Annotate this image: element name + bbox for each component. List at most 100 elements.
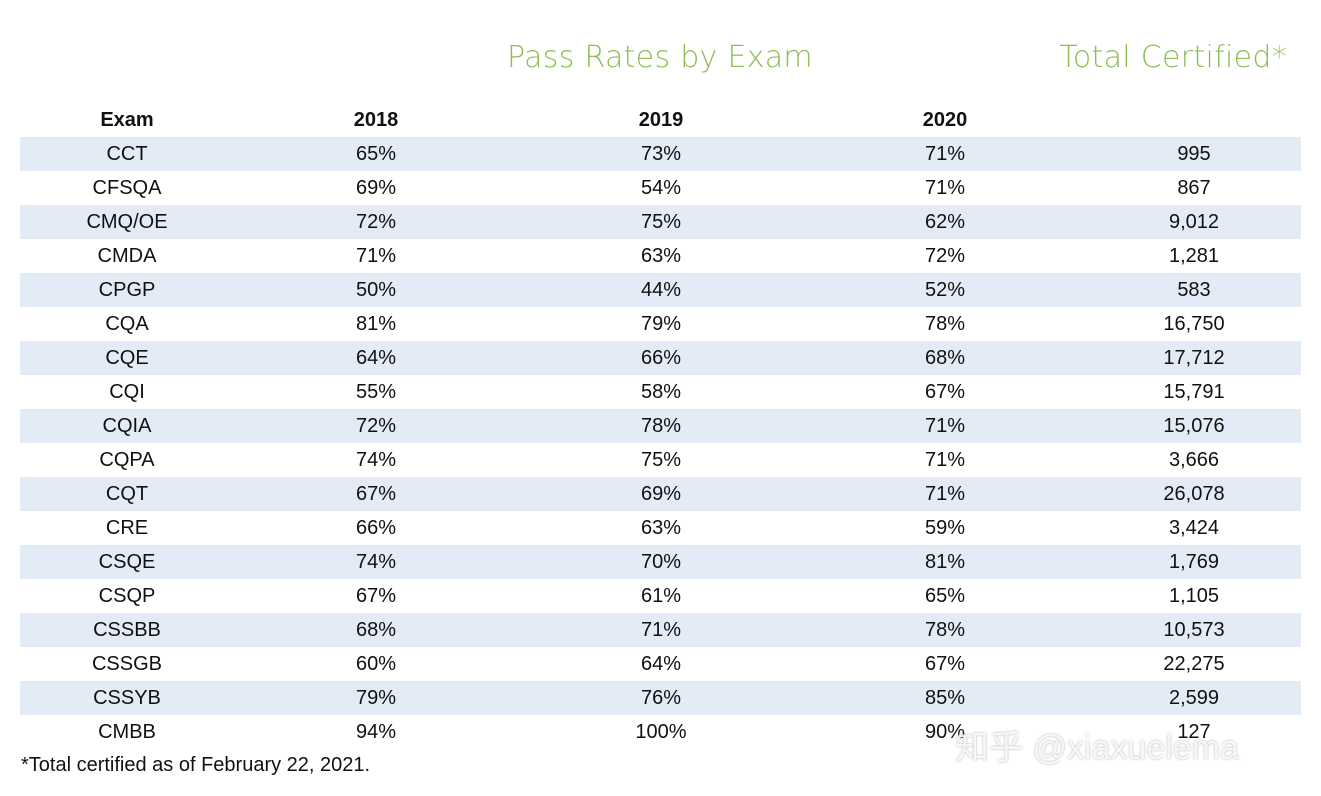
value-cell: 72%: [355, 211, 397, 233]
table-row: CQE 64% 66% 68% 17,712: [20, 341, 1301, 375]
pass-rates-title: Pass Rates by Exam: [507, 40, 813, 75]
value-cell: 74%: [355, 449, 397, 471]
value-cell: 94%: [355, 721, 397, 743]
value-cell: 22,275: [1163, 653, 1225, 675]
value-cell: 1,105: [1168, 585, 1220, 607]
value-cell: 26,078: [1163, 483, 1225, 505]
value-cell: 70%: [640, 551, 682, 573]
exam-cell: CQIA: [102, 415, 152, 437]
value-cell: 71%: [924, 449, 966, 471]
table-row: CMQ/OE 72% 75% 62% 9,012: [20, 205, 1301, 239]
table-row: CSSBB 68% 71% 78% 10,573: [20, 613, 1301, 647]
table-row: CFSQA 69% 54% 71% 867: [20, 171, 1301, 205]
exam-cell: CCT: [106, 143, 148, 165]
table-row: CSSYB 79% 76% 85% 2,599: [20, 681, 1301, 715]
table-row: CSSGB 60% 64% 67% 22,275: [20, 647, 1301, 681]
value-cell: 59%: [924, 517, 966, 539]
value-cell: 3,424: [1168, 517, 1220, 539]
value-cell: 79%: [640, 313, 682, 335]
value-cell: 63%: [640, 245, 682, 267]
value-cell: 61%: [640, 585, 682, 607]
table: Exam 2018 2019 2020 CCT 65% 73% 71% 995 CFSQA 69% 5…: [20, 103, 1301, 749]
total-certified-title: Total Certified*: [1059, 40, 1287, 75]
value-cell: 72%: [924, 245, 966, 267]
exam-cell: CQA: [105, 313, 149, 335]
value-cell: 68%: [924, 347, 966, 369]
value-cell: 15,791: [1163, 381, 1225, 403]
column-header: Exam: [100, 109, 154, 131]
exam-cell: CSSBB: [93, 619, 161, 641]
value-cell: 63%: [640, 517, 682, 539]
value-cell: 78%: [924, 313, 966, 335]
value-cell: 10,573: [1163, 619, 1225, 641]
table-row: CQIA 72% 78% 71% 15,076: [20, 409, 1301, 443]
table-row: CQPA 74% 75% 71% 3,666: [20, 443, 1301, 477]
value-cell: 71%: [924, 143, 966, 165]
value-cell: 67%: [355, 483, 397, 505]
exam-cell: CMDA: [97, 245, 157, 267]
value-cell: 66%: [640, 347, 682, 369]
value-cell: 60%: [355, 653, 397, 675]
exam-cell: CQT: [105, 483, 149, 505]
table-row: CPGP 50% 44% 52% 583: [20, 273, 1301, 307]
table-row: CCT 65% 73% 71% 995: [20, 137, 1301, 171]
value-cell: 64%: [355, 347, 397, 369]
exam-cell: CMQ/OE: [86, 211, 168, 233]
value-cell: 44%: [640, 279, 682, 301]
table-row: CSQE 74% 70% 81% 1,769: [20, 545, 1301, 579]
table-row: CMBB 94% 100% 90% 127: [20, 715, 1301, 749]
exam-cell: CQPA: [99, 449, 155, 471]
exam-cell: CSSYB: [93, 687, 161, 709]
value-cell: 72%: [355, 415, 397, 437]
value-cell: 78%: [640, 415, 682, 437]
table-row: CQA 81% 79% 78% 16,750: [20, 307, 1301, 341]
value-cell: 81%: [924, 551, 966, 573]
value-cell: 74%: [355, 551, 397, 573]
value-cell: 9,012: [1168, 211, 1220, 233]
value-cell: 67%: [924, 653, 966, 675]
exam-cell: CSQP: [98, 585, 156, 607]
value-cell: 1,281: [1168, 245, 1220, 267]
value-cell: 15,076: [1163, 415, 1225, 437]
value-cell: 54%: [640, 177, 682, 199]
value-cell: 69%: [640, 483, 682, 505]
table-row: CQT 67% 69% 71% 26,078: [20, 477, 1301, 511]
value-cell: 81%: [355, 313, 397, 335]
value-cell: 867: [1177, 177, 1211, 199]
column-header: 2019: [638, 109, 684, 131]
value-cell: 67%: [355, 585, 397, 607]
value-cell: 69%: [355, 177, 397, 199]
value-cell: 65%: [355, 143, 397, 165]
value-cell: 50%: [355, 279, 397, 301]
column-header: 2018: [353, 109, 399, 131]
table-row: CRE 66% 63% 59% 3,424: [20, 511, 1301, 545]
value-cell: 995: [1177, 143, 1211, 165]
exam-cell: CQI: [109, 381, 145, 403]
value-cell: 64%: [640, 653, 682, 675]
value-cell: 78%: [924, 619, 966, 641]
exam-cell: CMBB: [98, 721, 156, 743]
value-cell: 79%: [355, 687, 397, 709]
header-row: Exam 2018 2019 2020: [20, 103, 1301, 137]
value-cell: 75%: [640, 211, 682, 233]
value-cell: 2,599: [1168, 687, 1220, 709]
value-cell: 71%: [640, 619, 682, 641]
value-cell: 62%: [924, 211, 966, 233]
table-row: CQI 55% 58% 67% 15,791: [20, 375, 1301, 409]
value-cell: 90%: [924, 721, 966, 743]
value-cell: 17,712: [1163, 347, 1225, 369]
value-cell: 75%: [640, 449, 682, 471]
value-cell: 76%: [640, 687, 682, 709]
exam-cell: CQE: [105, 347, 149, 369]
table-row: CMDA 71% 63% 72% 1,281: [20, 239, 1301, 273]
exam-cell: CSQE: [98, 551, 156, 573]
value-cell: 1,769: [1168, 551, 1220, 573]
value-cell: 68%: [355, 619, 397, 641]
value-cell: 583: [1177, 279, 1211, 301]
exam-cell: CFSQA: [92, 177, 162, 199]
value-cell: 55%: [355, 381, 397, 403]
value-cell: 73%: [640, 143, 682, 165]
value-cell: 71%: [924, 483, 966, 505]
value-cell: 85%: [924, 687, 966, 709]
